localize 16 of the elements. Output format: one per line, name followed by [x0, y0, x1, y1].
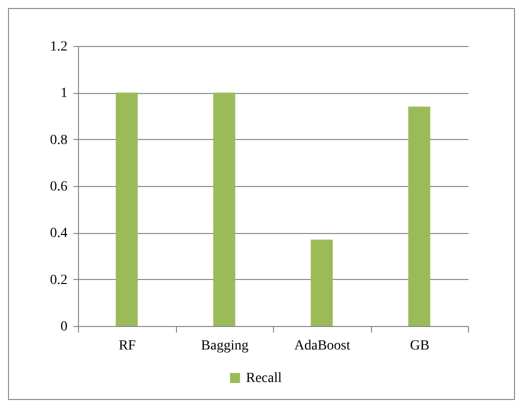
y-tick-label: 0.2	[50, 272, 68, 288]
bar	[116, 92, 138, 326]
y-tick-label: 0.4	[50, 226, 68, 242]
y-tick-label: 1	[60, 86, 68, 102]
x-tick-label: RF	[118, 338, 136, 354]
bar	[408, 106, 430, 326]
x-tick-label: Bagging	[201, 338, 248, 354]
x-tick-label: GB	[410, 338, 430, 354]
y-tick-label: 1.2	[50, 40, 68, 54]
y-tick-label: 0.6	[50, 180, 68, 194]
bar	[310, 240, 333, 326]
y-tick-label: 0.8	[50, 132, 68, 148]
bar	[213, 92, 236, 326]
x-tick-label: AdaBoost	[294, 338, 350, 354]
legend-label: Recall	[246, 371, 282, 386]
y-tick-label: 0	[60, 320, 68, 334]
